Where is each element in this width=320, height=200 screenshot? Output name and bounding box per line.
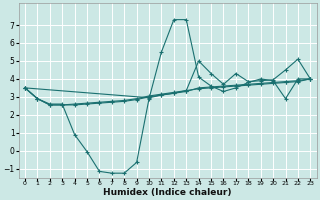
X-axis label: Humidex (Indice chaleur): Humidex (Indice chaleur) [103,188,232,197]
